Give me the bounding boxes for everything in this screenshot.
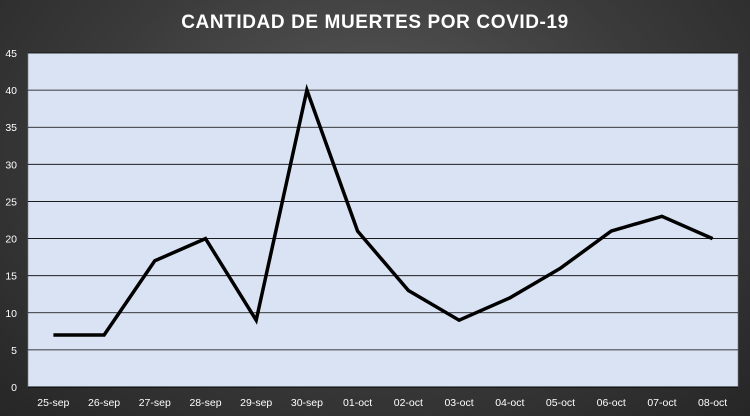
x-tick-label: 27-sep xyxy=(139,397,171,409)
x-tick-label: 30-sep xyxy=(291,397,323,409)
x-tick-label: 29-sep xyxy=(240,397,272,409)
chart-title: CANTIDAD DE MUERTES POR COVID-19 xyxy=(181,12,569,33)
y-tick-label: 45 xyxy=(5,48,17,60)
x-tick-label: 05-oct xyxy=(546,397,575,409)
x-tick-label: 06-oct xyxy=(597,397,626,409)
y-tick-label: 20 xyxy=(5,234,17,246)
y-tick-label: 15 xyxy=(5,271,17,283)
y-axis-ticks: 0 5 10 15 20 25 30 35 40 45 xyxy=(5,48,17,394)
x-tick-label: 07-oct xyxy=(647,397,676,409)
series-line-0 xyxy=(53,83,714,337)
x-tick-label: 01-oct xyxy=(343,397,372,409)
x-tick-label: 03-oct xyxy=(444,397,473,409)
plot-area xyxy=(27,52,739,388)
x-tick-label: 04-oct xyxy=(495,397,524,409)
y-tick-label: 35 xyxy=(5,122,17,134)
x-tick-label: 28-sep xyxy=(189,397,221,409)
y-tick-label: 0 xyxy=(11,382,17,394)
x-tick-label: 02-oct xyxy=(394,397,423,409)
y-tick-label: 40 xyxy=(5,85,17,97)
y-tick-label: 10 xyxy=(5,308,17,320)
x-tick-label: 26-sep xyxy=(88,397,120,409)
gridlines xyxy=(28,52,738,388)
y-tick-label: 30 xyxy=(5,159,17,171)
x-tick-label: 08-oct xyxy=(698,397,727,409)
x-axis-ticks: 25-sep 26-sep 27-sep 28-sep 29-sep 30-sep 01-o… xyxy=(37,397,727,409)
series-group xyxy=(53,83,714,337)
y-tick-label: 5 xyxy=(11,345,17,357)
x-tick-label: 25-sep xyxy=(37,397,69,409)
y-tick-label: 25 xyxy=(5,196,17,208)
